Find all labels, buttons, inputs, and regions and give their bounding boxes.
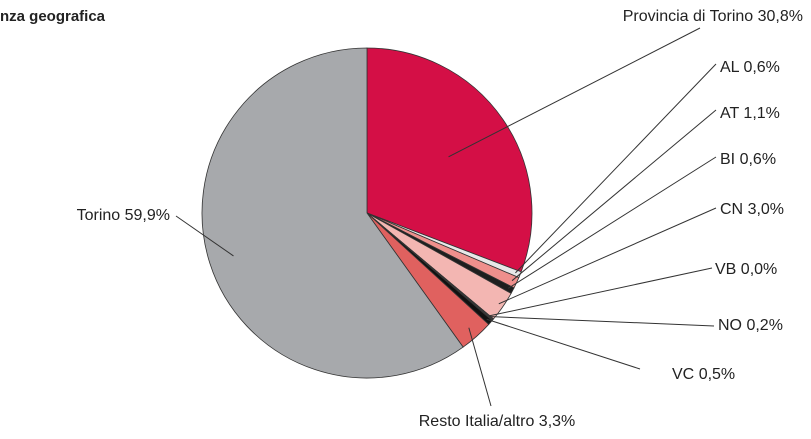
slice-value: 0,5% <box>699 366 735 383</box>
slice-value: 0,2% <box>746 317 782 334</box>
slice-label: BI 0,6% <box>720 151 776 168</box>
leader-line <box>489 267 713 317</box>
leader-line <box>507 156 717 289</box>
leader-line <box>515 63 717 274</box>
slice-label: Resto Italia/altro 3,3% <box>419 413 576 430</box>
leader-line <box>175 215 234 257</box>
leader-line <box>498 207 717 305</box>
slice-value: 30,8% <box>758 8 803 25</box>
slice-value: 1,1% <box>743 105 779 122</box>
slice-name: BI <box>720 151 735 168</box>
leader-line <box>486 318 641 370</box>
chart-title: nza geografica <box>0 8 106 25</box>
slice-name: VB <box>715 261 736 278</box>
slice-label: NO 0,2% <box>718 317 783 334</box>
slice-value: 3,3% <box>539 413 575 430</box>
slice-label: CN 3,0% <box>720 201 784 218</box>
slice-label: VB 0,0% <box>715 261 777 278</box>
slice-label: Torino 59,9% <box>77 207 170 224</box>
slice-name: AL <box>720 59 740 76</box>
slice-label: VC 0,5% <box>672 366 735 383</box>
pie-slice <box>201 47 464 379</box>
slice-value: 59,9% <box>125 207 170 224</box>
slice-label: AL 0,6% <box>720 59 780 76</box>
slice-name: Torino <box>77 207 121 224</box>
leader-line <box>468 327 492 407</box>
slice-name: AT <box>720 105 739 122</box>
slice-value: 3,0% <box>748 201 784 218</box>
slice-value: 0,6% <box>740 151 776 168</box>
slice-name: Resto Italia/altro <box>419 413 535 430</box>
slice-value: 0,0% <box>741 261 777 278</box>
slice-name: Provincia di Torino <box>623 8 754 25</box>
leader-line <box>489 316 715 327</box>
slice-label: AT 1,1% <box>720 105 780 122</box>
slice-label: Provincia di Torino 30,8% <box>623 8 803 25</box>
leader-line <box>511 109 717 282</box>
leader-line <box>448 27 701 158</box>
slice-name: CN <box>720 201 743 218</box>
slice-name: VC <box>672 366 694 383</box>
slice-name: NO <box>718 317 742 334</box>
pie-slice <box>366 47 533 273</box>
slice-value: 0,6% <box>743 59 779 76</box>
